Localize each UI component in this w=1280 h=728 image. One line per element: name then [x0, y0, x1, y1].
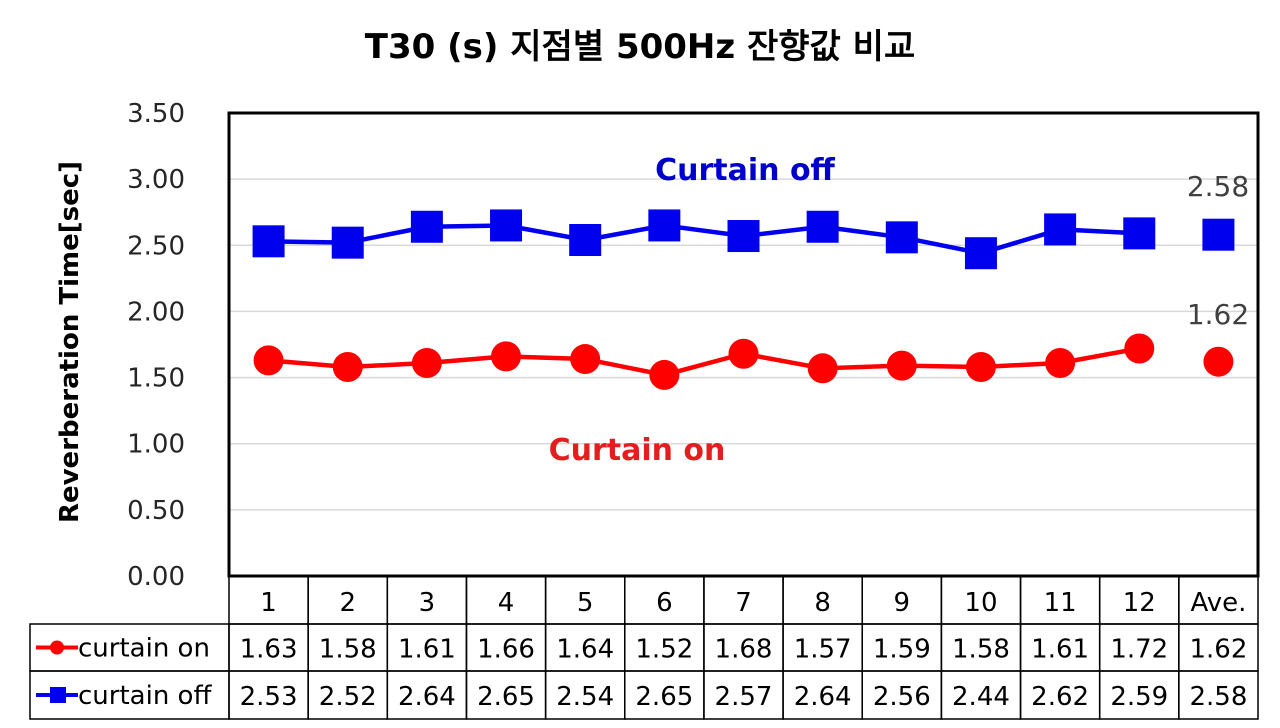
table-value: 2.65 — [477, 682, 535, 712]
table-value: 2.53 — [240, 682, 298, 712]
data-point — [648, 209, 681, 242]
category-label: 8 — [814, 588, 831, 618]
data-point — [252, 225, 285, 258]
data-point — [1044, 213, 1077, 246]
data-point — [1123, 217, 1156, 250]
category-label: 7 — [735, 588, 752, 618]
table-value: 2.52 — [319, 682, 377, 712]
category-label: Ave. — [1190, 588, 1246, 618]
table-value: 1.57 — [794, 635, 852, 665]
y-tick-label: 3.00 — [127, 165, 185, 195]
data-point — [332, 351, 363, 382]
table-value: 1.52 — [635, 635, 693, 665]
data-point — [964, 237, 997, 270]
table-value: 2.56 — [873, 682, 931, 712]
y-tick-label: 1.00 — [127, 430, 185, 460]
series-line — [268, 346, 1140, 378]
category-label: 11 — [1044, 588, 1077, 618]
table-value: 2.57 — [715, 682, 773, 712]
category-label: 12 — [1123, 588, 1156, 618]
table-value: 2.65 — [635, 682, 693, 712]
table-value: 1.66 — [477, 635, 535, 665]
legend-label: curtain on — [78, 634, 210, 664]
data-point — [885, 221, 918, 254]
data-point — [727, 220, 760, 253]
legend-marker — [50, 687, 66, 703]
legend-label: curtain off — [78, 681, 212, 711]
data-point — [569, 223, 602, 256]
y-tick-label: 1.50 — [127, 364, 185, 394]
table-value: 1.68 — [715, 635, 773, 665]
y-tick-labels: 0.00 0.50 1.00 1.50 2.00 2.50 3.00 3.50 — [127, 99, 185, 592]
y-axis-label: Reverberation Time[sec] — [55, 161, 85, 523]
data-table: 1 2 3 4 5 6 7 8 9 10 11 12 Ave.curtain on 1.63 1.58 1.6… — [29, 575, 1259, 720]
table-value: 1.62 — [1189, 635, 1247, 665]
category-label: 6 — [656, 588, 673, 618]
category-label: 1 — [260, 588, 277, 618]
data-point — [491, 341, 522, 372]
data-point — [886, 350, 917, 381]
data-point — [728, 338, 759, 369]
category-label: 5 — [577, 588, 594, 618]
y-tick-label: 0.00 — [127, 562, 185, 592]
y-tick-label: 2.50 — [127, 231, 185, 261]
table-value: 1.64 — [556, 635, 614, 665]
data-point — [253, 345, 284, 376]
table-value: 2.58 — [1189, 682, 1247, 712]
table-value: 1.72 — [1110, 635, 1168, 665]
table-value: 2.64 — [794, 682, 852, 712]
table-value: 2.44 — [952, 682, 1010, 712]
category-label: 3 — [419, 588, 436, 618]
table-value: 2.54 — [556, 682, 614, 712]
y-tick-label: 2.00 — [127, 297, 185, 327]
average-on-label: 1.62 — [1187, 298, 1249, 331]
average-off-label: 2.58 — [1187, 170, 1249, 203]
table-value: 1.63 — [240, 635, 298, 665]
table-value: 1.61 — [1031, 635, 1089, 665]
data-point — [411, 348, 442, 379]
data-point — [490, 209, 523, 242]
category-label: 10 — [964, 588, 997, 618]
legend-marker — [50, 640, 64, 655]
table-value: 1.58 — [319, 635, 377, 665]
data-point — [806, 210, 839, 243]
series-line — [268, 223, 1140, 256]
data-point — [331, 226, 364, 259]
category-label: 4 — [498, 588, 515, 618]
category-label: 2 — [339, 588, 356, 618]
category-label: 9 — [894, 588, 911, 618]
table-value: 1.59 — [873, 635, 931, 665]
curtain-off-annotation: Curtain off — [655, 153, 835, 188]
data-point — [1045, 348, 1076, 379]
data-point — [649, 359, 680, 390]
data-point — [1202, 218, 1235, 251]
y-tick-label: 3.50 — [127, 99, 185, 129]
y-tick-label: 0.50 — [127, 496, 185, 526]
table-cell — [1178, 670, 1259, 720]
data-point — [1203, 346, 1234, 377]
data-point — [570, 344, 601, 375]
data-point — [1124, 333, 1155, 364]
table-value: 1.61 — [398, 635, 456, 665]
table-value: 2.59 — [1110, 682, 1168, 712]
series-curtain-off — [252, 209, 1235, 270]
series-curtain-on — [253, 333, 1234, 390]
data-point — [410, 210, 443, 243]
data-series — [252, 209, 1235, 390]
curtain-on-annotation: Curtain on — [549, 433, 726, 468]
table-value: 1.58 — [952, 635, 1010, 665]
table-value: 2.62 — [1031, 682, 1089, 712]
table-value: 2.64 — [398, 682, 456, 712]
data-point — [965, 351, 996, 382]
chart-title: T30 (s) 지점별 500Hz 잔향값 비교 — [365, 27, 915, 67]
data-point — [807, 353, 838, 384]
